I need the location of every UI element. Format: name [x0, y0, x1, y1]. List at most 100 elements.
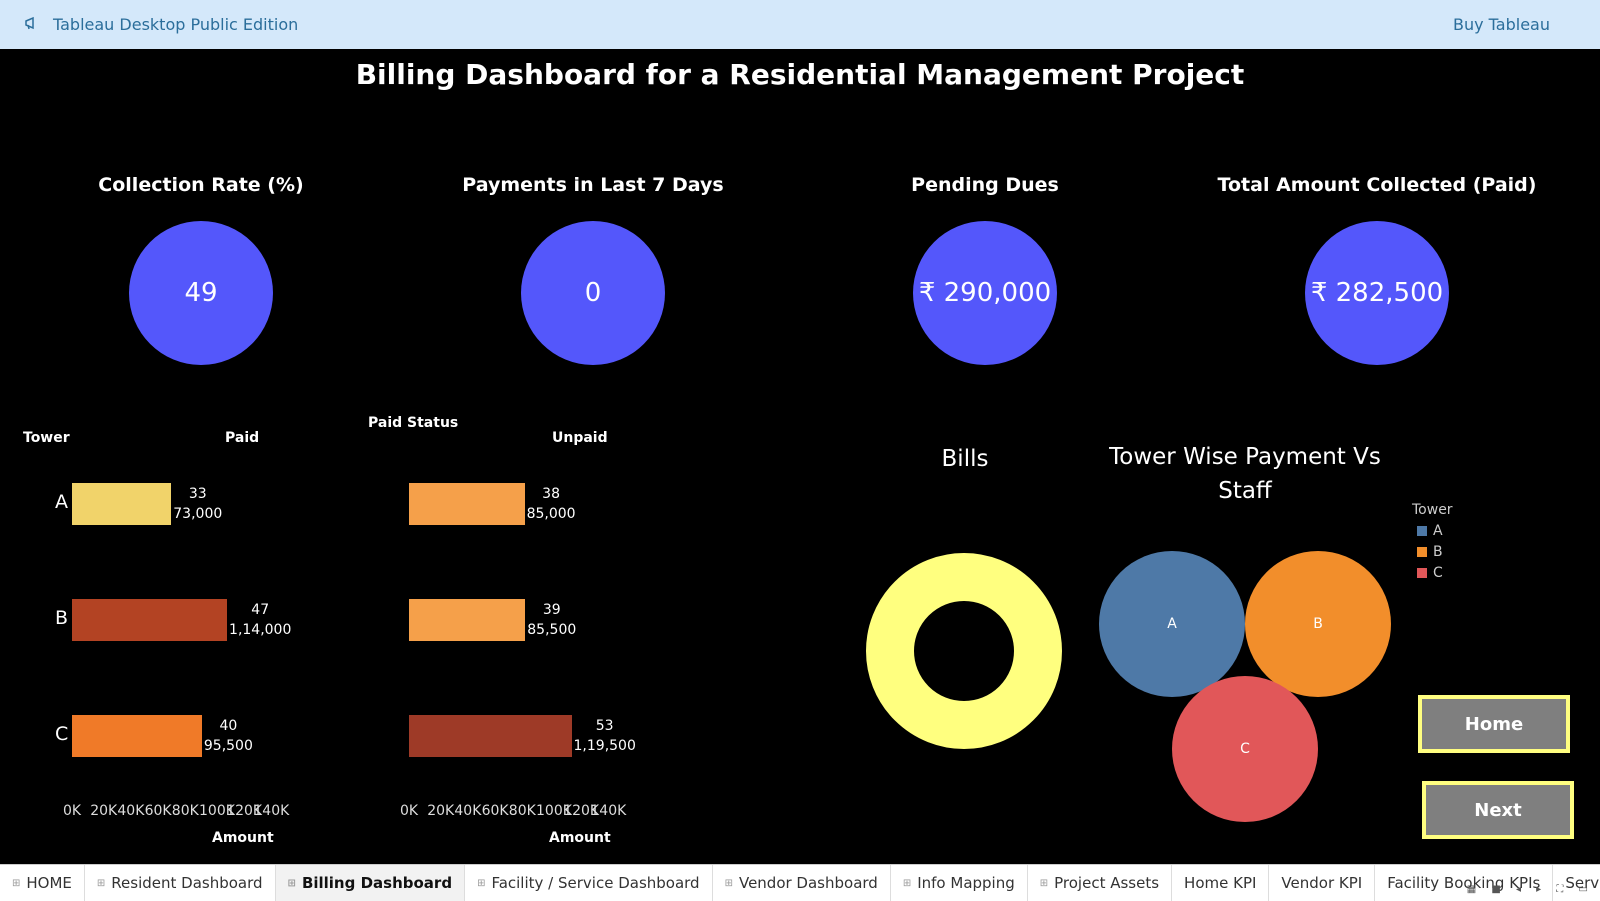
amount-value: 85,000 — [526, 506, 576, 522]
sheet-tab-bar: ⊞ HOME ⊞ Resident Dashboard ⊞ Billing Dashboa… — [0, 864, 1600, 901]
kpi-total-collected[interactable]: ₹ 282,500 — [1305, 221, 1449, 365]
paid-status-header: Paid Status — [368, 415, 459, 431]
x-axis-tick: 0K — [400, 803, 419, 819]
x-axis-tick: 20K — [427, 803, 455, 819]
kpi-payments-7-days[interactable]: 0 — [521, 221, 665, 365]
bills-donut-chart[interactable] — [864, 551, 1064, 751]
paid-bar-b[interactable] — [72, 599, 228, 641]
legend-item-a[interactable]: A — [1417, 523, 1443, 539]
unpaid-header: Unpaid — [552, 430, 608, 446]
amount-value: 95,500 — [203, 738, 253, 754]
unpaid-x-axis-label: Amount — [549, 830, 611, 846]
paid-bar-label-b: 47 1,14,000 — [229, 600, 291, 640]
tab-info-mapping[interactable]: ⊞ Info Mapping — [891, 865, 1028, 901]
tower-row-label: C — [55, 723, 69, 745]
tab-facility-service-dashboard[interactable]: ⊞ Facility / Service Dashboard — [465, 865, 713, 901]
tab-label: Facility Booking KPIs — [1387, 874, 1541, 892]
tab-vendor-dashboard[interactable]: ⊞ Vendor Dashboard — [713, 865, 891, 901]
paid-bar-label-c: 40 95,500 — [204, 716, 253, 756]
paid-bar-c[interactable] — [72, 715, 202, 757]
tabbar-controls[interactable]: ▦ ■ ◂ ▸ ⛶ ▭ — [1466, 884, 1594, 895]
buy-tableau-link[interactable]: Buy Tableau — [1453, 15, 1550, 34]
legend-item-c[interactable]: C — [1417, 565, 1443, 581]
bill-count: 38 — [542, 486, 560, 502]
tab-label: Vendor KPI — [1281, 874, 1363, 892]
legend-title: Tower — [1412, 502, 1453, 518]
legend-swatch-a — [1417, 526, 1427, 536]
x-axis-tick: 140K — [253, 803, 290, 819]
bubble-tower-b[interactable]: B — [1245, 551, 1391, 697]
bubble-tower-a[interactable]: A — [1099, 551, 1245, 697]
app-title: Tableau Desktop Public Edition — [53, 15, 299, 34]
kpi-title-collection-rate: Collection Rate (%) — [98, 174, 304, 196]
bubble-tower-c[interactable]: C — [1172, 676, 1318, 822]
unpaid-bar-c[interactable] — [409, 715, 572, 757]
tab-label: Servic — [1565, 874, 1600, 892]
dashboard-grid-icon: ⊞ — [477, 877, 486, 889]
dashboard-grid-icon: ⊞ — [287, 877, 296, 889]
app-header: Tableau Desktop Public Edition Buy Table… — [0, 0, 1600, 49]
amount-value: 1,14,000 — [229, 622, 292, 638]
kpi-title-total-collected: Total Amount Collected (Paid) — [1217, 174, 1537, 196]
x-axis-tick: 20K — [90, 803, 118, 819]
x-axis-tick: 0K — [63, 803, 82, 819]
bills-donut-ring — [866, 553, 1062, 749]
unpaid-bar-label-c: 53 1,19,500 — [574, 716, 636, 756]
tower-row-label: A — [55, 491, 68, 513]
unpaid-bar-a[interactable] — [409, 483, 525, 525]
x-axis-tick: 40K — [117, 803, 145, 819]
bill-count: 47 — [251, 602, 270, 618]
paid-bar-label-a: 33 73,000 — [173, 484, 222, 524]
tab-label: Project Assets — [1054, 874, 1160, 892]
bill-count: 53 — [595, 718, 614, 734]
x-axis-tick: 100K — [199, 803, 235, 819]
home-button[interactable]: Home — [1418, 695, 1570, 753]
tab-label: Info Mapping — [917, 874, 1015, 892]
tower-header: Tower — [23, 430, 70, 446]
legend-swatch-b — [1417, 547, 1427, 557]
kpi-collection-rate[interactable]: 49 — [129, 221, 273, 365]
x-axis-tick: 40K — [454, 803, 482, 819]
x-axis-tick: 140K — [590, 803, 627, 819]
dashboard-grid-icon: ⊞ — [1039, 877, 1049, 889]
x-axis-tick: 80K — [508, 803, 536, 819]
tab-facility-booking-kpis[interactable]: Facility Booking KPIs — [1375, 865, 1554, 901]
amount-value: 85,500 — [527, 622, 577, 638]
amount-value: 1,19,500 — [573, 738, 636, 754]
bills-title: Bills — [941, 446, 989, 472]
tab-servic[interactable]: Servic — [1553, 865, 1600, 901]
tab-label: Home KPI — [1184, 874, 1257, 892]
tab-project-assets[interactable]: ⊞ Project Assets — [1028, 865, 1173, 901]
tower-payment-title: Tower Wise Payment Vs Staff — [1109, 444, 1381, 504]
x-axis-tick: 60K — [144, 803, 172, 819]
x-axis-tick: 120K — [226, 803, 263, 819]
legend-item-b[interactable]: B — [1417, 544, 1443, 560]
unpaid-bar-b[interactable] — [409, 599, 526, 641]
legend-label-b: B — [1433, 544, 1443, 560]
unpaid-bar-label-b: 39 85,500 — [527, 600, 576, 640]
tab-billing-dashboard[interactable]: ⊞ Billing Dashboard — [275, 865, 466, 901]
tab-home-kpi[interactable]: Home KPI — [1172, 865, 1270, 901]
dashboard-grid-icon: ⊞ — [96, 877, 106, 889]
tab-home[interactable]: ⊞ HOME — [0, 865, 85, 901]
tab-label: Vendor Dashboard — [738, 874, 878, 892]
tab-label: Facility / Service Dashboard — [491, 874, 700, 892]
dashboard-grid-icon: ⊞ — [902, 877, 912, 889]
next-button[interactable]: Next — [1422, 781, 1574, 839]
dashboard-grid-icon: ⊞ — [724, 877, 733, 889]
amount-value: 73,000 — [173, 506, 223, 522]
legend-swatch-c — [1417, 568, 1427, 578]
bill-count: 33 — [188, 486, 207, 502]
unpaid-bar-label-a: 38 85,000 — [527, 484, 576, 524]
x-axis-tick: 60K — [481, 803, 509, 819]
paid-bar-a[interactable] — [72, 483, 172, 525]
bill-count: 39 — [542, 602, 561, 618]
paid-x-axis-label: Amount — [212, 830, 274, 846]
x-axis-tick: 80K — [171, 803, 199, 819]
tab-vendor-kpi[interactable]: Vendor KPI — [1269, 865, 1376, 901]
tableau-public-icon — [24, 16, 40, 32]
tower-row-label: B — [55, 607, 69, 629]
tab-resident-dashboard[interactable]: ⊞ Resident Dashboard — [85, 865, 276, 901]
dashboard-grid-icon: ⊞ — [12, 877, 21, 889]
kpi-pending-dues[interactable]: ₹ 290,000 — [913, 221, 1057, 365]
